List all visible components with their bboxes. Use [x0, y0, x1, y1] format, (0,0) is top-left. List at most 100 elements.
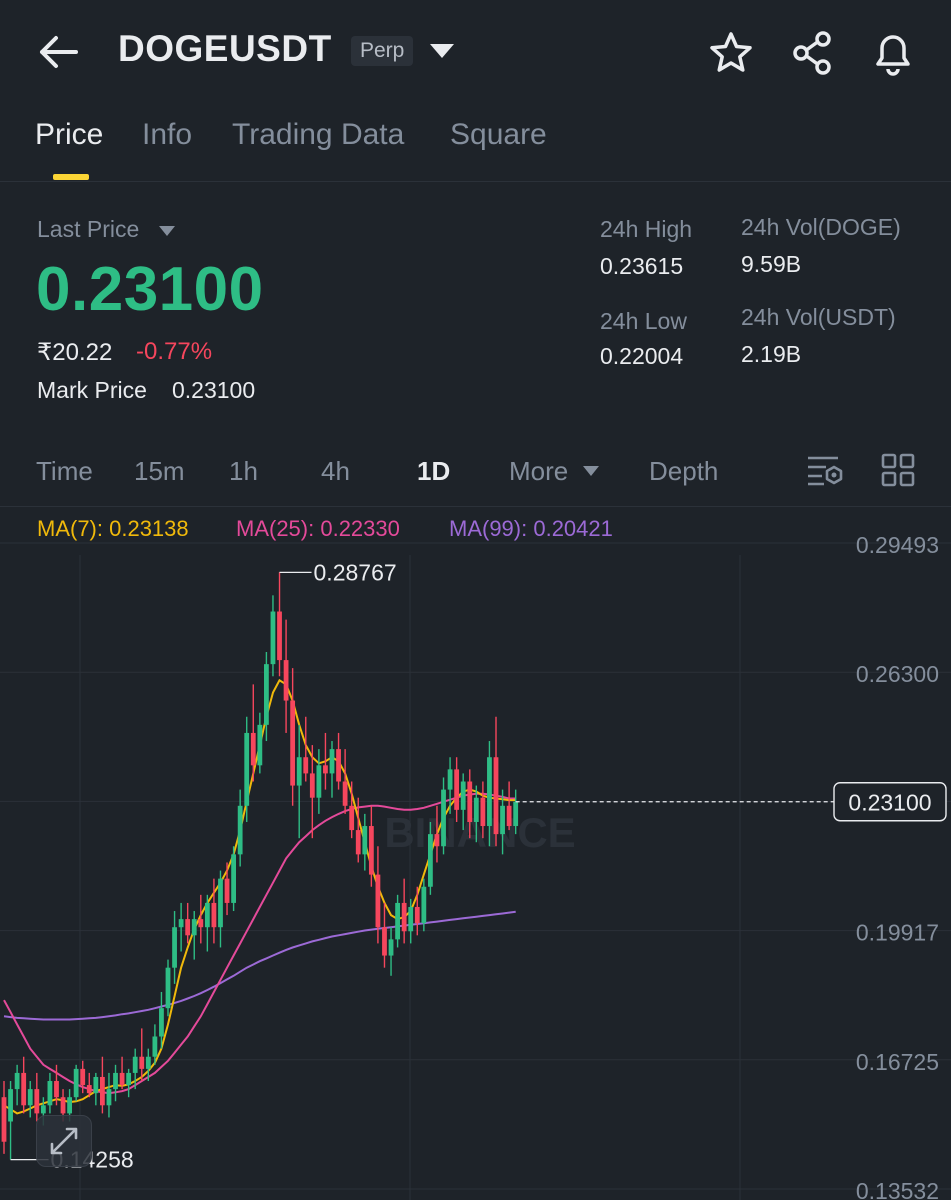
- candle-body: [54, 1081, 59, 1098]
- candle-body: [21, 1072, 27, 1106]
- candle-body: [349, 805, 355, 831]
- candle: [355, 797, 361, 863]
- interval-divider: [0, 506, 951, 507]
- candle: [500, 789, 505, 855]
- candle: [388, 927, 394, 976]
- candle: [493, 716, 499, 847]
- expand-chart-button[interactable]: [36, 1115, 92, 1167]
- price-change-percent: -0.77%: [136, 338, 213, 365]
- candle: [113, 1064, 118, 1102]
- candle-body: [1, 1097, 7, 1142]
- candle: [270, 595, 276, 677]
- arrow-left-icon: [40, 36, 78, 68]
- interval-time[interactable]: Time: [36, 456, 93, 486]
- candle: [139, 1028, 145, 1082]
- candle: [264, 651, 269, 742]
- candle: [401, 878, 407, 944]
- candle: [1, 1081, 7, 1154]
- candle: [467, 769, 473, 839]
- candle-body: [113, 1072, 118, 1090]
- candle: [159, 991, 164, 1049]
- tab-square[interactable]: Square: [450, 118, 547, 151]
- candle: [454, 757, 460, 822]
- candle: [106, 1072, 112, 1118]
- candle: [382, 902, 387, 968]
- candle: [126, 1068, 132, 1098]
- candle-body: [355, 830, 361, 855]
- candle: [204, 894, 210, 952]
- candle-body: [152, 1036, 158, 1057]
- candle-body: [388, 939, 394, 956]
- candle-body: [14, 1072, 20, 1090]
- layout-grid-icon[interactable]: [880, 452, 916, 488]
- mark-price-value: 0.23100: [172, 377, 256, 403]
- candle-body: [434, 834, 440, 847]
- tab-trading-data[interactable]: Trading Data: [232, 118, 405, 151]
- back-button[interactable]: [34, 30, 82, 74]
- candle: [191, 911, 197, 960]
- low-24h-label: 24h Low: [600, 308, 687, 334]
- candle-body: [67, 1097, 72, 1114]
- y-axis-tick-label: 0.19917: [856, 920, 939, 946]
- candle: [224, 862, 230, 916]
- interval-more[interactable]: More: [509, 456, 569, 486]
- candle-body: [447, 769, 453, 790]
- ma7-legend: MA(7): 0.23138: [37, 516, 189, 541]
- candle-body: [126, 1072, 132, 1086]
- candle-body: [362, 826, 368, 855]
- candle: [513, 789, 519, 835]
- candle: [349, 781, 355, 839]
- candle-body: [441, 789, 446, 847]
- interval-15m[interactable]: 15m: [134, 456, 185, 486]
- candle-body: [323, 765, 328, 774]
- candle: [211, 878, 217, 944]
- candle: [27, 1081, 33, 1118]
- candle-body: [316, 765, 322, 798]
- candle: [8, 1081, 13, 1160]
- active-tab-indicator: [53, 174, 89, 180]
- candle-body: [336, 749, 341, 782]
- candle-body: [493, 757, 499, 835]
- candle: [342, 749, 348, 814]
- candle-body: [218, 878, 223, 928]
- candle: [447, 757, 453, 814]
- candle-body: [303, 757, 309, 774]
- symbol-title[interactable]: DOGEUSDT: [118, 28, 332, 69]
- interval-depth[interactable]: Depth: [649, 456, 719, 486]
- notification-bell-icon[interactable]: [868, 26, 918, 78]
- candle-body: [86, 1085, 92, 1094]
- candle-body: [342, 781, 348, 806]
- candle: [487, 741, 492, 847]
- interval-1d[interactable]: 1D: [417, 456, 451, 486]
- candle: [34, 1072, 40, 1122]
- candle: [93, 1072, 99, 1106]
- vol-usdt-label: 24h Vol(USDT): [741, 304, 896, 330]
- candle: [47, 1072, 53, 1114]
- candle-body: [283, 660, 289, 701]
- candle-body: [198, 919, 204, 928]
- candle: [283, 619, 289, 733]
- symbol-dropdown-caret-icon[interactable]: [428, 40, 456, 62]
- candle: [441, 777, 446, 855]
- interval-4h[interactable]: 4h: [321, 456, 350, 486]
- candle-body: [231, 854, 236, 903]
- candle: [152, 1024, 158, 1065]
- interval-1h[interactable]: 1h: [229, 456, 258, 486]
- candle-body: [211, 902, 217, 928]
- chart-settings-icon[interactable]: [806, 452, 844, 488]
- tab-price[interactable]: Price: [35, 118, 104, 151]
- share-icon[interactable]: [788, 28, 838, 78]
- favorite-star-icon[interactable]: [706, 28, 756, 78]
- candlestick-chart[interactable]: BINANCE 0.29493 0.26300 0.19917 0.16725 0.13…: [0, 507, 951, 1200]
- more-dropdown-icon[interactable]: [582, 464, 600, 476]
- tab-info[interactable]: Info: [142, 118, 193, 151]
- last-price-label[interactable]: Last Price: [37, 216, 140, 242]
- last-price-dropdown-icon[interactable]: [158, 224, 176, 236]
- mark-price-label: Mark Price: [37, 377, 147, 403]
- ma99-line: [3, 910, 516, 1021]
- candle: [244, 716, 250, 822]
- candle-body: [165, 967, 171, 1009]
- y-axis-tick-label: 0.13532: [856, 1178, 939, 1200]
- candle-body: [34, 1089, 40, 1114]
- candle: [231, 846, 236, 912]
